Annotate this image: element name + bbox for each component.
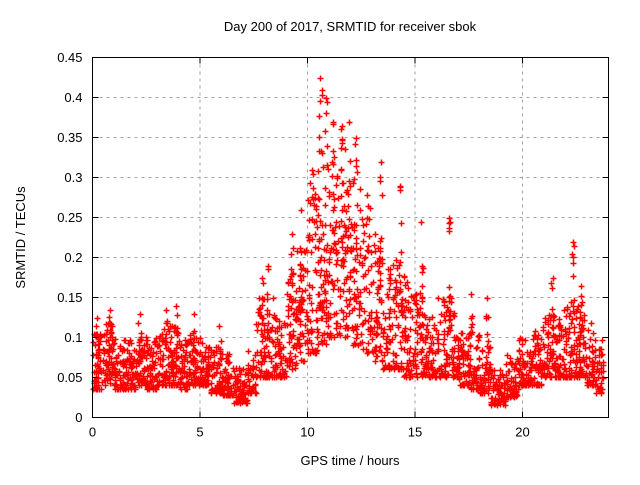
x-tick-label: 0: [89, 425, 96, 440]
x-tick-label: 10: [300, 425, 314, 440]
x-tick-label: 15: [408, 425, 422, 440]
axis-ticks: [92, 57, 609, 418]
y-tick-label: 0.35: [57, 130, 82, 145]
x-axis-label: GPS time / hours: [301, 453, 400, 468]
tick-labels: 0 0.05 0.1 0.15 0.2 0.25 0.3 0.35 0.4 0.45 0 5 10 15 2…: [57, 50, 530, 440]
x-tick-label: 5: [196, 425, 203, 440]
chart-title: Day 200 of 2017, SRMTID for receiver sbo…: [224, 19, 477, 34]
y-tick-label: 0.2: [64, 250, 82, 265]
y-tick-label: 0: [75, 410, 82, 425]
y-tick-label: 0.3: [64, 170, 82, 185]
y-tick-label: 0.4: [64, 90, 82, 105]
y-tick-label: 0.25: [57, 210, 82, 225]
data-points: [90, 75, 607, 409]
x-tick-label: 20: [515, 425, 529, 440]
plot-border: [92, 57, 609, 418]
y-axis-label: SRMTID / TECUs: [13, 186, 28, 289]
y-tick-label: 0.15: [57, 290, 82, 305]
y-tick-label: 0.1: [64, 330, 82, 345]
scatter-markers: [90, 75, 607, 409]
y-tick-label: 0.45: [57, 50, 82, 65]
y-tick-label: 0.05: [57, 370, 82, 385]
